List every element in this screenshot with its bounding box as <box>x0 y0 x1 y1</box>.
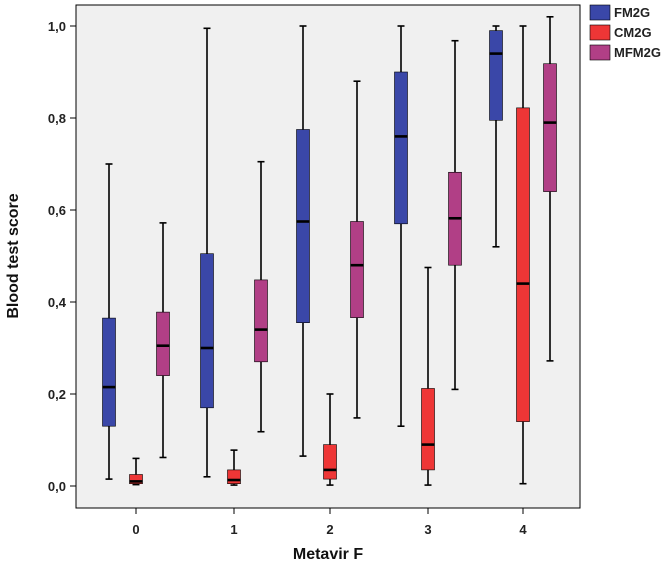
x-axis-title: Metavir F <box>293 546 363 563</box>
box-fm2g-2 <box>296 25 310 457</box>
box-fm2g-0 <box>102 163 116 480</box>
x-tick-label: 0 <box>132 522 139 537</box>
box <box>227 469 241 484</box>
box <box>350 221 364 318</box>
box-mfm2g-4 <box>543 15 557 362</box>
x-tick-label: 2 <box>326 522 333 537</box>
box <box>156 311 170 376</box>
box-cm2g-1 <box>227 449 241 486</box>
box <box>254 279 268 363</box>
y-tick-label: 1,0 <box>48 19 66 34</box>
box <box>102 317 116 427</box>
box-cm2g-3 <box>421 266 435 486</box>
y-tick-label: 0,4 <box>48 295 67 310</box>
box <box>323 444 337 480</box>
box-mfm2g-0 <box>156 222 170 459</box>
legend-label-cm2g: CM2G <box>614 25 652 40</box>
box-mfm2g-3 <box>448 39 462 391</box>
box-mfm2g-2 <box>350 80 364 419</box>
box-cm2g-0 <box>129 457 143 486</box>
plot-area <box>75 4 581 509</box>
x-tick-label: 3 <box>424 522 431 537</box>
legend-swatch-mfm2g <box>589 44 611 61</box>
box-fm2g-4 <box>489 25 503 248</box>
box <box>543 63 557 192</box>
box-cm2g-4 <box>516 25 530 485</box>
box-series <box>102 15 557 486</box>
box-cm2g-2 <box>323 393 337 486</box>
y-tick-label: 0,6 <box>48 203 66 218</box>
box <box>129 474 143 484</box>
box-fm2g-3 <box>394 25 408 428</box>
x-axis: 0 1 2 3 4 <box>132 508 527 537</box>
x-tick-label: 1 <box>230 522 237 537</box>
y-tick-label: 0,0 <box>48 479 66 494</box>
box <box>516 107 530 422</box>
box-fm2g-1 <box>200 27 214 478</box>
y-tick-label: 0,8 <box>48 111 66 126</box>
legend-swatch-fm2g <box>589 4 611 21</box>
box <box>394 71 408 225</box>
y-tick-label: 0,2 <box>48 387 66 402</box>
legend-swatch-cm2g <box>589 24 611 41</box>
legend: FM2G CM2G MFM2G <box>589 4 661 61</box>
x-tick-label: 4 <box>519 522 527 537</box>
legend-label-fm2g: FM2G <box>614 5 650 20</box>
box <box>296 129 310 323</box>
y-axis: 0,0 0,2 0,4 0,6 0,8 1,0 <box>48 19 76 494</box>
box-mfm2g-1 <box>254 160 268 433</box>
y-axis-title: Blood test score <box>5 193 22 318</box>
box <box>200 253 214 409</box>
legend-label-mfm2g: MFM2G <box>614 45 661 60</box>
box <box>421 388 435 471</box>
box <box>489 30 503 121</box>
